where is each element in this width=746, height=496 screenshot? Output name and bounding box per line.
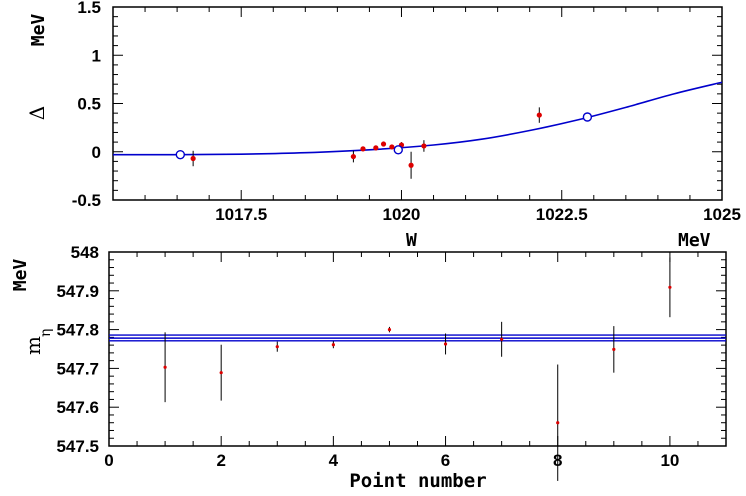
bottom-average-bands (109, 334, 726, 342)
bottom-y-tick-label: 547.8 (56, 321, 99, 340)
top-data-point (389, 144, 395, 150)
bottom-x-tick-label: 0 (104, 451, 113, 470)
bottom-y-tick-label: 548 (71, 243, 99, 262)
bottom-plot-frame (108, 251, 727, 447)
top-fit-curve (112, 81, 723, 156)
bottom-data-point (556, 421, 560, 425)
bottom-y-tick-label: 547.7 (56, 359, 99, 378)
bottom-data-point (668, 285, 672, 289)
top-y-axis-label: Δ (25, 106, 49, 120)
bottom-data-point (612, 347, 616, 351)
bottom-y-axis-label-group: m η (21, 329, 54, 355)
bottom-y-axis-label: m (21, 336, 45, 355)
bottom-data-point (275, 345, 279, 349)
top-data-points (190, 107, 542, 179)
top-open-point (582, 112, 593, 122)
bottom-data-points (163, 257, 672, 481)
bottom-x-tick-label: 10 (660, 451, 679, 470)
bottom-x-axis-label: Point number (349, 470, 486, 492)
top-data-point (190, 155, 196, 162)
top-x-tick-label: 1020 (383, 205, 421, 224)
top-y-tick-label: 0 (92, 143, 101, 162)
top-open-points (175, 112, 593, 160)
top-ticks: 1017.5 1020 1022.5 1025 -0.5 0 0.5 1 1.5 (72, 0, 741, 224)
bottom-x-tick-label: 4 (329, 451, 339, 470)
top-data-point (373, 145, 379, 151)
top-x-tick-label: 1025 (703, 205, 741, 224)
top-chart-panel: 1017.5 1020 1022.5 1025 -0.5 0 0.5 1 1.5 W MeV Δ… (25, 0, 741, 251)
top-data-point (360, 146, 366, 152)
top-open-point (175, 149, 186, 160)
top-x-tick-label: 1022.5 (536, 205, 588, 224)
bottom-data-point (331, 343, 335, 347)
bottom-data-point (387, 328, 392, 332)
top-x-tick-label: 1017.5 (215, 205, 267, 224)
bottom-data-point (500, 337, 504, 341)
top-y-axis-unit: MeV (28, 14, 49, 47)
bottom-y-tick-label: 547.9 (56, 282, 99, 301)
top-x-axis-label: W (406, 230, 417, 251)
bottom-data-point (219, 371, 223, 375)
top-y-tick-label: 1.5 (77, 0, 101, 17)
top-plot-frame (112, 6, 723, 201)
bottom-y-tick-label: 547.6 (56, 398, 99, 417)
top-open-point (393, 145, 403, 155)
bottom-data-point (443, 342, 448, 346)
bottom-x-tick-label: 2 (216, 451, 225, 470)
top-y-tick-label: 1 (92, 46, 101, 65)
bottom-y-tick-label: 547.5 (56, 437, 99, 456)
top-fit-curve-group (112, 81, 723, 156)
top-x-axis-unit: MeV (678, 230, 711, 251)
top-y-tick-label: 0.5 (77, 95, 101, 114)
top-data-point (536, 112, 542, 118)
top-data-point (350, 153, 356, 160)
top-data-point (380, 141, 387, 147)
bottom-x-tick-label: 6 (441, 451, 450, 470)
top-data-point (408, 162, 414, 168)
top-data-point (421, 143, 427, 149)
bottom-data-point (163, 365, 167, 369)
bottom-y-axis-unit: MeV (10, 259, 31, 292)
bottom-y-axis-label-sub: η (38, 329, 54, 337)
top-y-tick-label: -0.5 (72, 191, 101, 210)
